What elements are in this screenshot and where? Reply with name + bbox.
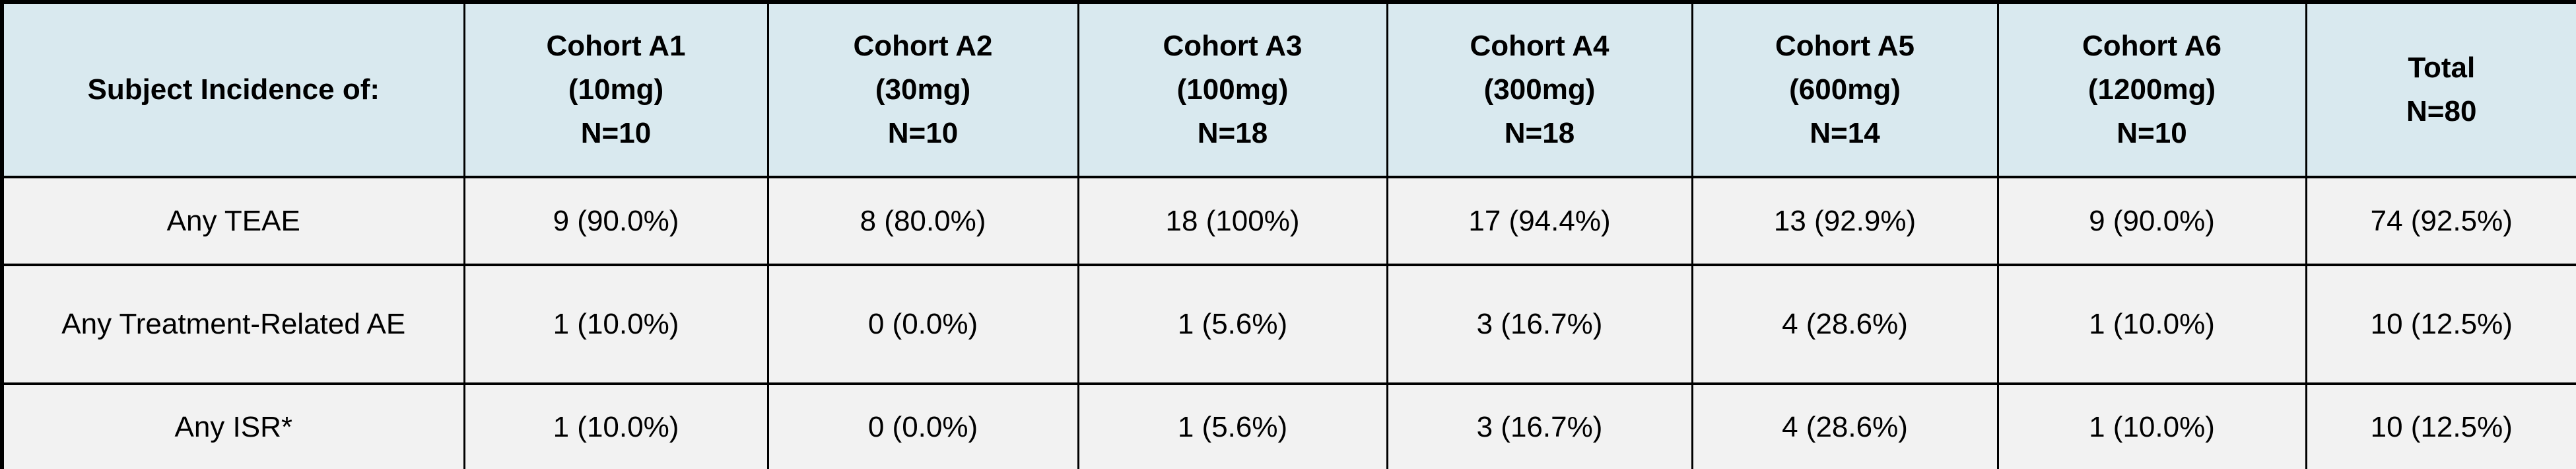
cell-isr-a6: 1 (10.0%) <box>1996 382 2307 469</box>
header-cohort-a6: Cohort A6 (1200mg) N=10 <box>1996 1 2307 178</box>
cell-isr-a5: 4 (28.6%) <box>1691 382 1999 469</box>
row-label-treatment-related-ae: Any Treatment-Related AE <box>1 264 465 385</box>
cell-trae-a6: 1 (10.0%) <box>1996 264 2307 385</box>
header-cohort-a2: Cohort A2 (30mg) N=10 <box>766 1 1079 178</box>
cell-teae-a4: 17 (94.4%) <box>1386 176 1693 266</box>
header-cohort-a4: Cohort A4 (300mg) N=18 <box>1386 1 1693 178</box>
table-row-any-isr: Any ISR* 1 (10.0%) 0 (0.0%) 1 (5.6%) 3 (… <box>1 382 2576 469</box>
cell-isr-total: 10 (12.5%) <box>2305 382 2576 469</box>
cell-trae-a1: 1 (10.0%) <box>463 264 769 385</box>
cell-teae-total: 74 (92.5%) <box>2305 176 2576 266</box>
cell-trae-a3: 1 (5.6%) <box>1077 264 1388 385</box>
cell-trae-a4: 3 (16.7%) <box>1386 264 1693 385</box>
cell-teae-a1: 9 (90.0%) <box>463 176 769 266</box>
cell-isr-a1: 1 (10.0%) <box>463 382 769 469</box>
table-row-treatment-related-ae: Any Treatment-Related AE 1 (10.0%) 0 (0.… <box>1 264 2576 385</box>
cell-trae-a2: 0 (0.0%) <box>766 264 1079 385</box>
header-total: Total N=80 <box>2305 1 2576 178</box>
cell-teae-a6: 9 (90.0%) <box>1996 176 2307 266</box>
header-row: Subject Incidence of: Cohort A1 (10mg) N… <box>1 1 2576 178</box>
header-subject-incidence: Subject Incidence of: <box>1 1 465 178</box>
cell-teae-a3: 18 (100%) <box>1077 176 1388 266</box>
header-cohort-a5: Cohort A5 (600mg) N=14 <box>1691 1 1999 178</box>
table-row-any-teae: Any TEAE 9 (90.0%) 8 (80.0%) 18 (100%) 1… <box>1 176 2576 266</box>
header-cohort-a3: Cohort A3 (100mg) N=18 <box>1077 1 1388 178</box>
cell-trae-a5: 4 (28.6%) <box>1691 264 1999 385</box>
cell-trae-total: 10 (12.5%) <box>2305 264 2576 385</box>
cell-isr-a3: 1 (5.6%) <box>1077 382 1388 469</box>
cell-teae-a2: 8 (80.0%) <box>766 176 1079 266</box>
cell-teae-a5: 13 (92.9%) <box>1691 176 1999 266</box>
header-cohort-a1: Cohort A1 (10mg) N=10 <box>463 1 769 178</box>
row-label-any-teae: Any TEAE <box>1 176 465 266</box>
cell-isr-a2: 0 (0.0%) <box>766 382 1079 469</box>
row-label-any-isr: Any ISR* <box>1 382 465 469</box>
cell-isr-a4: 3 (16.7%) <box>1386 382 1693 469</box>
